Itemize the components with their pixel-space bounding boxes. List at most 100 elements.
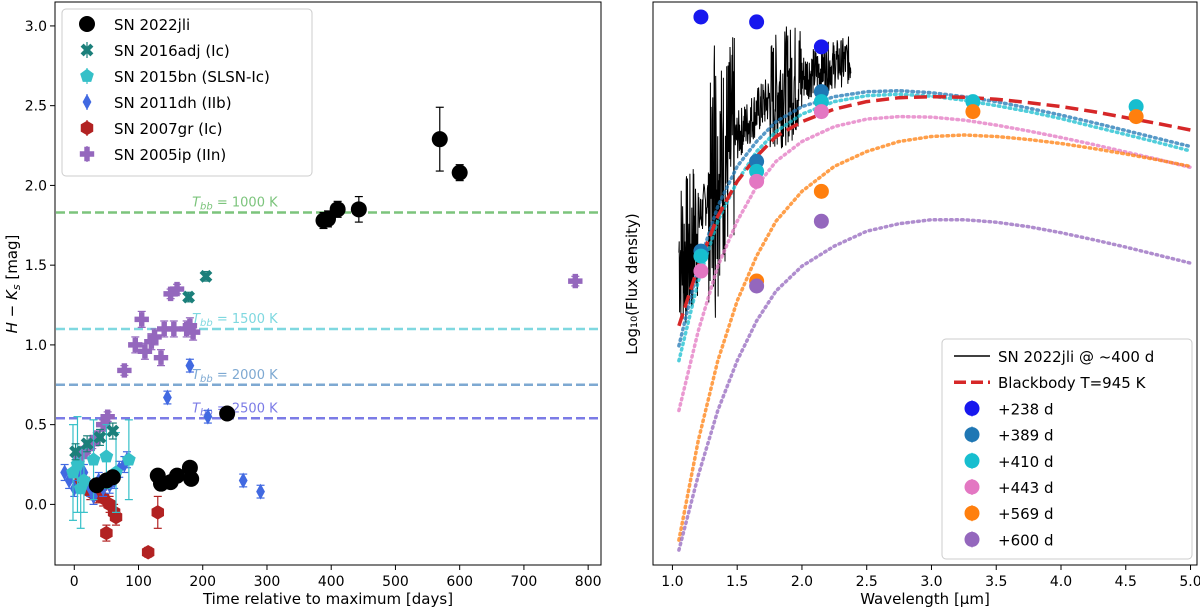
model-curve bbox=[677, 88, 1193, 348]
data-point bbox=[117, 363, 132, 378]
data-point bbox=[157, 321, 172, 337]
data-point bbox=[69, 445, 82, 459]
data-point bbox=[106, 424, 120, 438]
data-point bbox=[203, 408, 213, 425]
left-x-tick-label: 600 bbox=[446, 574, 473, 590]
model-curve bbox=[677, 133, 1193, 542]
legend-label: +238 d bbox=[998, 400, 1054, 418]
data-point bbox=[329, 201, 346, 218]
right-x-tick-label: 1.0 bbox=[661, 574, 683, 590]
legend-label: Blackbody T=945 K bbox=[998, 374, 1147, 392]
data-point bbox=[144, 334, 159, 349]
left-y-tick-label: 3.0 bbox=[25, 19, 47, 35]
data-point bbox=[185, 357, 195, 374]
legend-label: SN 2022jli bbox=[114, 16, 190, 34]
photometry-point bbox=[965, 104, 981, 120]
left-x-tick-label: 700 bbox=[511, 574, 538, 590]
data-point bbox=[431, 131, 448, 148]
left-x-axis-label: Time relative to maximum [days] bbox=[202, 590, 453, 608]
photometry-point bbox=[813, 213, 829, 229]
data-point bbox=[451, 164, 468, 181]
left-y-axis-label: H − Ks [mag] bbox=[3, 235, 23, 334]
data-point bbox=[153, 350, 169, 365]
legend-marker bbox=[80, 43, 94, 57]
data-point bbox=[141, 545, 155, 560]
legend-marker bbox=[964, 479, 980, 495]
legend-label: +410 d bbox=[998, 453, 1054, 471]
data-point bbox=[182, 290, 196, 304]
model-curve bbox=[677, 114, 1193, 413]
data-point bbox=[100, 409, 115, 424]
legend-marker bbox=[964, 531, 980, 547]
left-x-tick-label: 300 bbox=[254, 574, 281, 590]
legend-label: SN 2007gr (Ic) bbox=[114, 120, 223, 138]
photometry-point bbox=[749, 278, 765, 294]
right-x-tick-label: 1.5 bbox=[726, 574, 748, 590]
data-point bbox=[134, 312, 149, 327]
data-point bbox=[199, 269, 213, 283]
legend-marker bbox=[964, 400, 980, 416]
data-point bbox=[122, 452, 136, 466]
left-y-tick-label: 1.5 bbox=[25, 258, 47, 274]
legend-label: SN 2022jli @ ~400 d bbox=[998, 348, 1154, 366]
legend-label: +600 d bbox=[998, 531, 1054, 549]
left-y-tick-label: 1.0 bbox=[25, 338, 47, 354]
left-x-tick-label: 100 bbox=[125, 574, 152, 590]
legend-marker bbox=[82, 94, 92, 110]
photometry-point bbox=[813, 39, 829, 55]
data-point bbox=[182, 318, 198, 333]
right-x-tick-label: 5.0 bbox=[1179, 574, 1200, 590]
data-point bbox=[238, 472, 248, 489]
tbb-line-label: Tbb = 1000 K bbox=[192, 196, 278, 213]
photometry-point bbox=[693, 9, 709, 25]
data-point bbox=[104, 469, 121, 486]
data-point bbox=[89, 430, 104, 445]
legend-label: SN 2016adj (Ic) bbox=[114, 42, 230, 60]
data-point bbox=[151, 505, 165, 520]
right-x-tick-label: 3.5 bbox=[985, 574, 1007, 590]
legend-marker bbox=[80, 68, 94, 82]
right-x-axis-label: Wavelength [μm] bbox=[860, 590, 990, 608]
left-y-tick-label: 0.5 bbox=[25, 418, 47, 434]
data-point bbox=[163, 286, 178, 302]
right-x-tick-label: 4.0 bbox=[1050, 574, 1072, 590]
legend-label: +389 d bbox=[998, 427, 1054, 445]
right-legend: SN 2022jli @ ~400 d Blackbody T=945 K +238… bbox=[941, 338, 1193, 560]
data-point bbox=[128, 337, 143, 353]
legend-marker bbox=[79, 146, 95, 162]
legend-marker bbox=[80, 120, 94, 136]
spectrum-line bbox=[678, 26, 852, 323]
right-x-tick-label: 4.5 bbox=[1115, 574, 1137, 590]
data-point bbox=[256, 483, 265, 500]
data-point bbox=[163, 389, 172, 406]
data-point bbox=[80, 437, 94, 451]
legend-label: SN 2015bn (SLSN-Ic) bbox=[114, 68, 270, 86]
photometry-point bbox=[693, 263, 709, 279]
left-x-tick-label: 500 bbox=[382, 574, 409, 590]
data-point bbox=[147, 329, 162, 345]
data-point bbox=[169, 281, 185, 297]
left-x-tick-label: 800 bbox=[575, 574, 602, 590]
legend-label: SN 2005ip (IIn) bbox=[114, 146, 226, 164]
left-y-tick-label: 2.5 bbox=[25, 99, 47, 115]
data-point bbox=[85, 436, 100, 451]
data-point bbox=[169, 467, 186, 484]
photometry-point bbox=[813, 104, 829, 120]
data-point bbox=[179, 321, 194, 337]
blackbody-curve bbox=[677, 94, 1191, 327]
right-x-tick-label: 2.5 bbox=[856, 574, 878, 590]
photometry-point bbox=[693, 248, 709, 264]
legend-marker bbox=[964, 505, 980, 521]
data-point bbox=[60, 464, 70, 481]
left-x-tick-label: 0 bbox=[70, 574, 79, 590]
photometry-point bbox=[749, 173, 765, 189]
legend-label: +443 d bbox=[998, 479, 1054, 497]
data-point bbox=[99, 449, 114, 463]
data-point bbox=[93, 431, 107, 444]
data-point bbox=[86, 452, 101, 466]
left-legend: SN 2022jli SN 2016adj (Ic) SN 2015bn (SLSN… bbox=[61, 8, 313, 177]
left-y-tick-label: 2.0 bbox=[25, 178, 47, 194]
data-point bbox=[185, 324, 201, 340]
